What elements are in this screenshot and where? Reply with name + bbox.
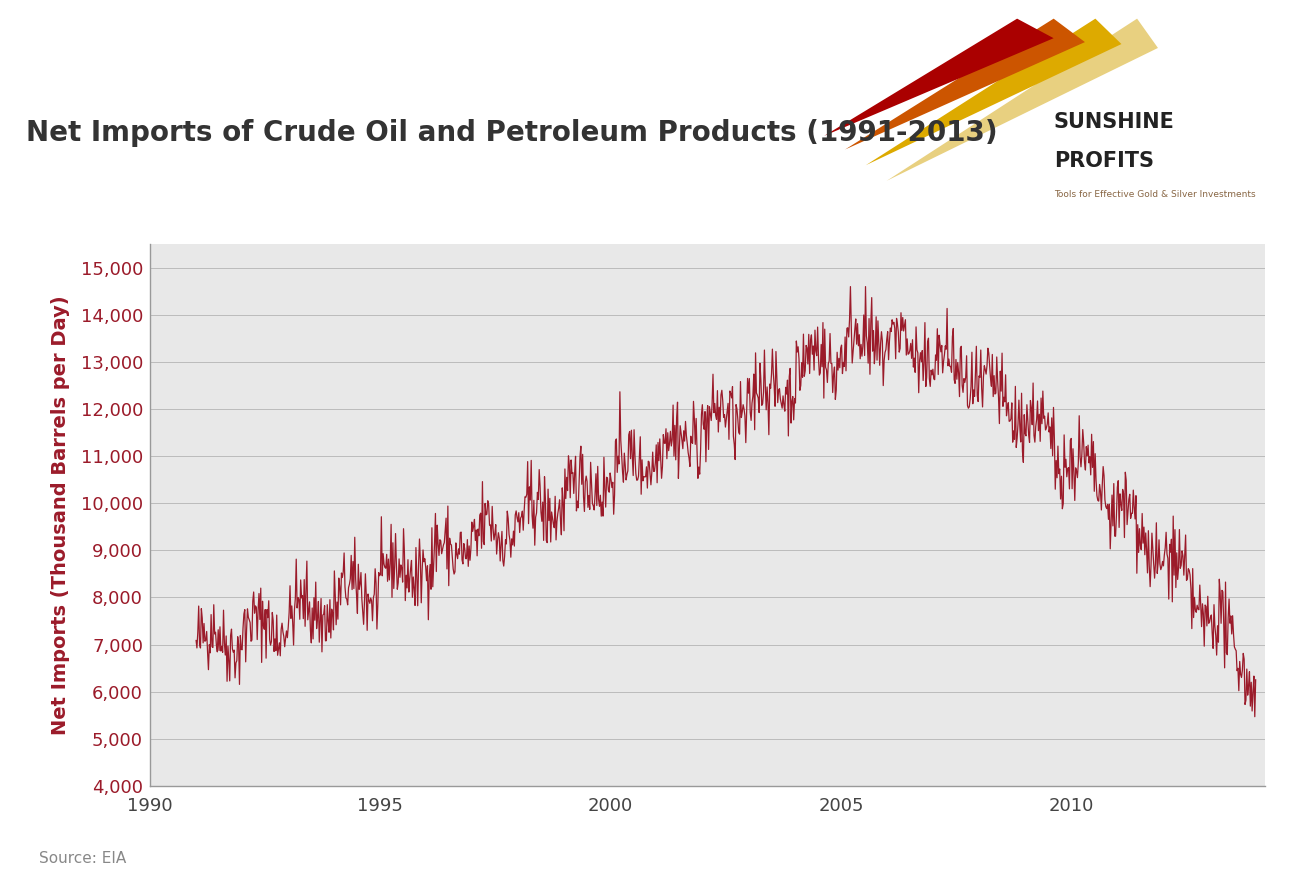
Polygon shape [866, 19, 1121, 165]
Polygon shape [845, 19, 1085, 149]
Text: SUNSHINE: SUNSHINE [1054, 112, 1175, 132]
Y-axis label: Net Imports (Thousand Barrels per Day): Net Imports (Thousand Barrels per Day) [51, 295, 69, 735]
Text: Tools for Effective Gold & Silver Investments: Tools for Effective Gold & Silver Invest… [1054, 190, 1256, 199]
Polygon shape [824, 19, 1054, 136]
Text: Source: EIA: Source: EIA [39, 851, 126, 866]
Text: Net Imports of Crude Oil and Petroleum Products (1991-2013): Net Imports of Crude Oil and Petroleum P… [26, 118, 998, 147]
Text: PROFITS: PROFITS [1054, 151, 1154, 171]
Polygon shape [887, 19, 1158, 181]
